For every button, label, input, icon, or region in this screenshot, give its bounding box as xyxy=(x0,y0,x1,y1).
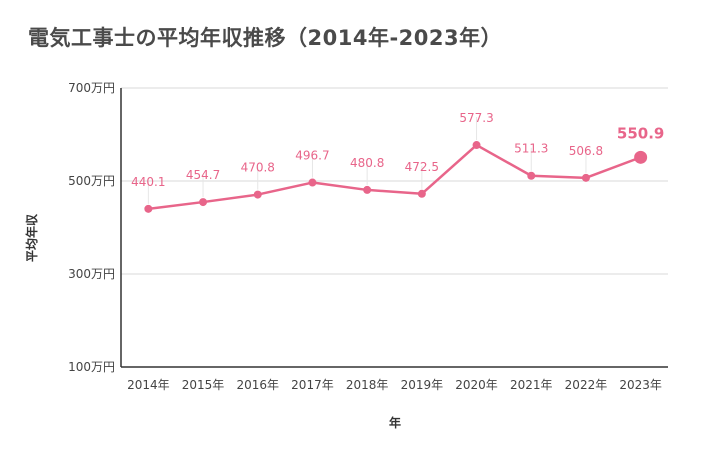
x-tick-label: 2023年 xyxy=(619,378,662,392)
x-tick-label: 2021年 xyxy=(510,378,553,392)
x-axis-title: 年 xyxy=(389,415,401,430)
data-point xyxy=(253,190,262,199)
data-label: 496.7 xyxy=(295,149,329,163)
data-label: 472.5 xyxy=(405,160,439,174)
data-point xyxy=(527,171,536,180)
x-tick-label: 2020年 xyxy=(455,378,498,392)
y-tick-label: 100万円 xyxy=(68,360,115,374)
x-tick-label: 2014年 xyxy=(127,378,170,392)
data-label: 480.8 xyxy=(350,156,384,170)
x-tick-label: 2022年 xyxy=(565,378,608,392)
data-point xyxy=(472,141,481,150)
data-label: 550.9 xyxy=(617,124,664,142)
chart-title: 電気工事士の平均年収推移（2014年-2023年） xyxy=(28,26,503,50)
data-label: 577.3 xyxy=(459,111,493,125)
y-tick-label: 700万円 xyxy=(68,81,115,95)
data-label: 511.3 xyxy=(514,142,548,156)
y-tick-label: 300万円 xyxy=(68,267,115,281)
data-point xyxy=(581,173,590,182)
series-line xyxy=(148,143,642,211)
x-tick-label: 2017年 xyxy=(291,378,334,392)
data-point xyxy=(308,178,317,187)
data-label: 470.8 xyxy=(241,161,275,175)
data-point xyxy=(199,198,208,207)
y-axis-title: 平均年収 xyxy=(24,213,39,262)
data-point xyxy=(417,189,426,198)
x-tick-label: 2018年 xyxy=(346,378,389,392)
data-point xyxy=(634,150,648,164)
data-label: 506.8 xyxy=(569,144,603,158)
data-label: 454.7 xyxy=(186,168,220,182)
data-point xyxy=(144,204,153,213)
y-tick-label: 500万円 xyxy=(68,174,115,188)
x-tick-label: 2016年 xyxy=(236,378,279,392)
data-point xyxy=(363,185,372,194)
x-tick-label: 2015年 xyxy=(182,378,225,392)
x-tick-label: 2019年 xyxy=(401,378,444,392)
data-label: 440.1 xyxy=(131,175,165,189)
